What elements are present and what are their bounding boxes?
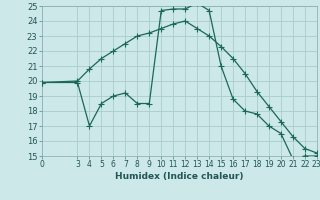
X-axis label: Humidex (Indice chaleur): Humidex (Indice chaleur) xyxy=(115,172,244,181)
